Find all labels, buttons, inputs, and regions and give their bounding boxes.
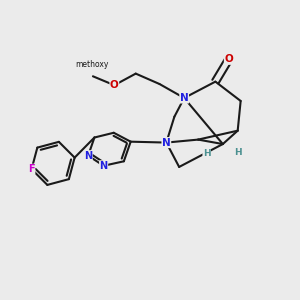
Text: N: N <box>100 161 108 171</box>
Text: H: H <box>234 148 242 157</box>
Text: N: N <box>180 93 189 103</box>
Text: N: N <box>84 151 92 160</box>
Text: H: H <box>203 149 211 158</box>
Text: O: O <box>224 54 233 64</box>
Text: methoxy: methoxy <box>75 60 108 69</box>
Text: N: N <box>162 138 171 148</box>
Text: O: O <box>110 80 119 90</box>
Text: F: F <box>28 164 35 174</box>
